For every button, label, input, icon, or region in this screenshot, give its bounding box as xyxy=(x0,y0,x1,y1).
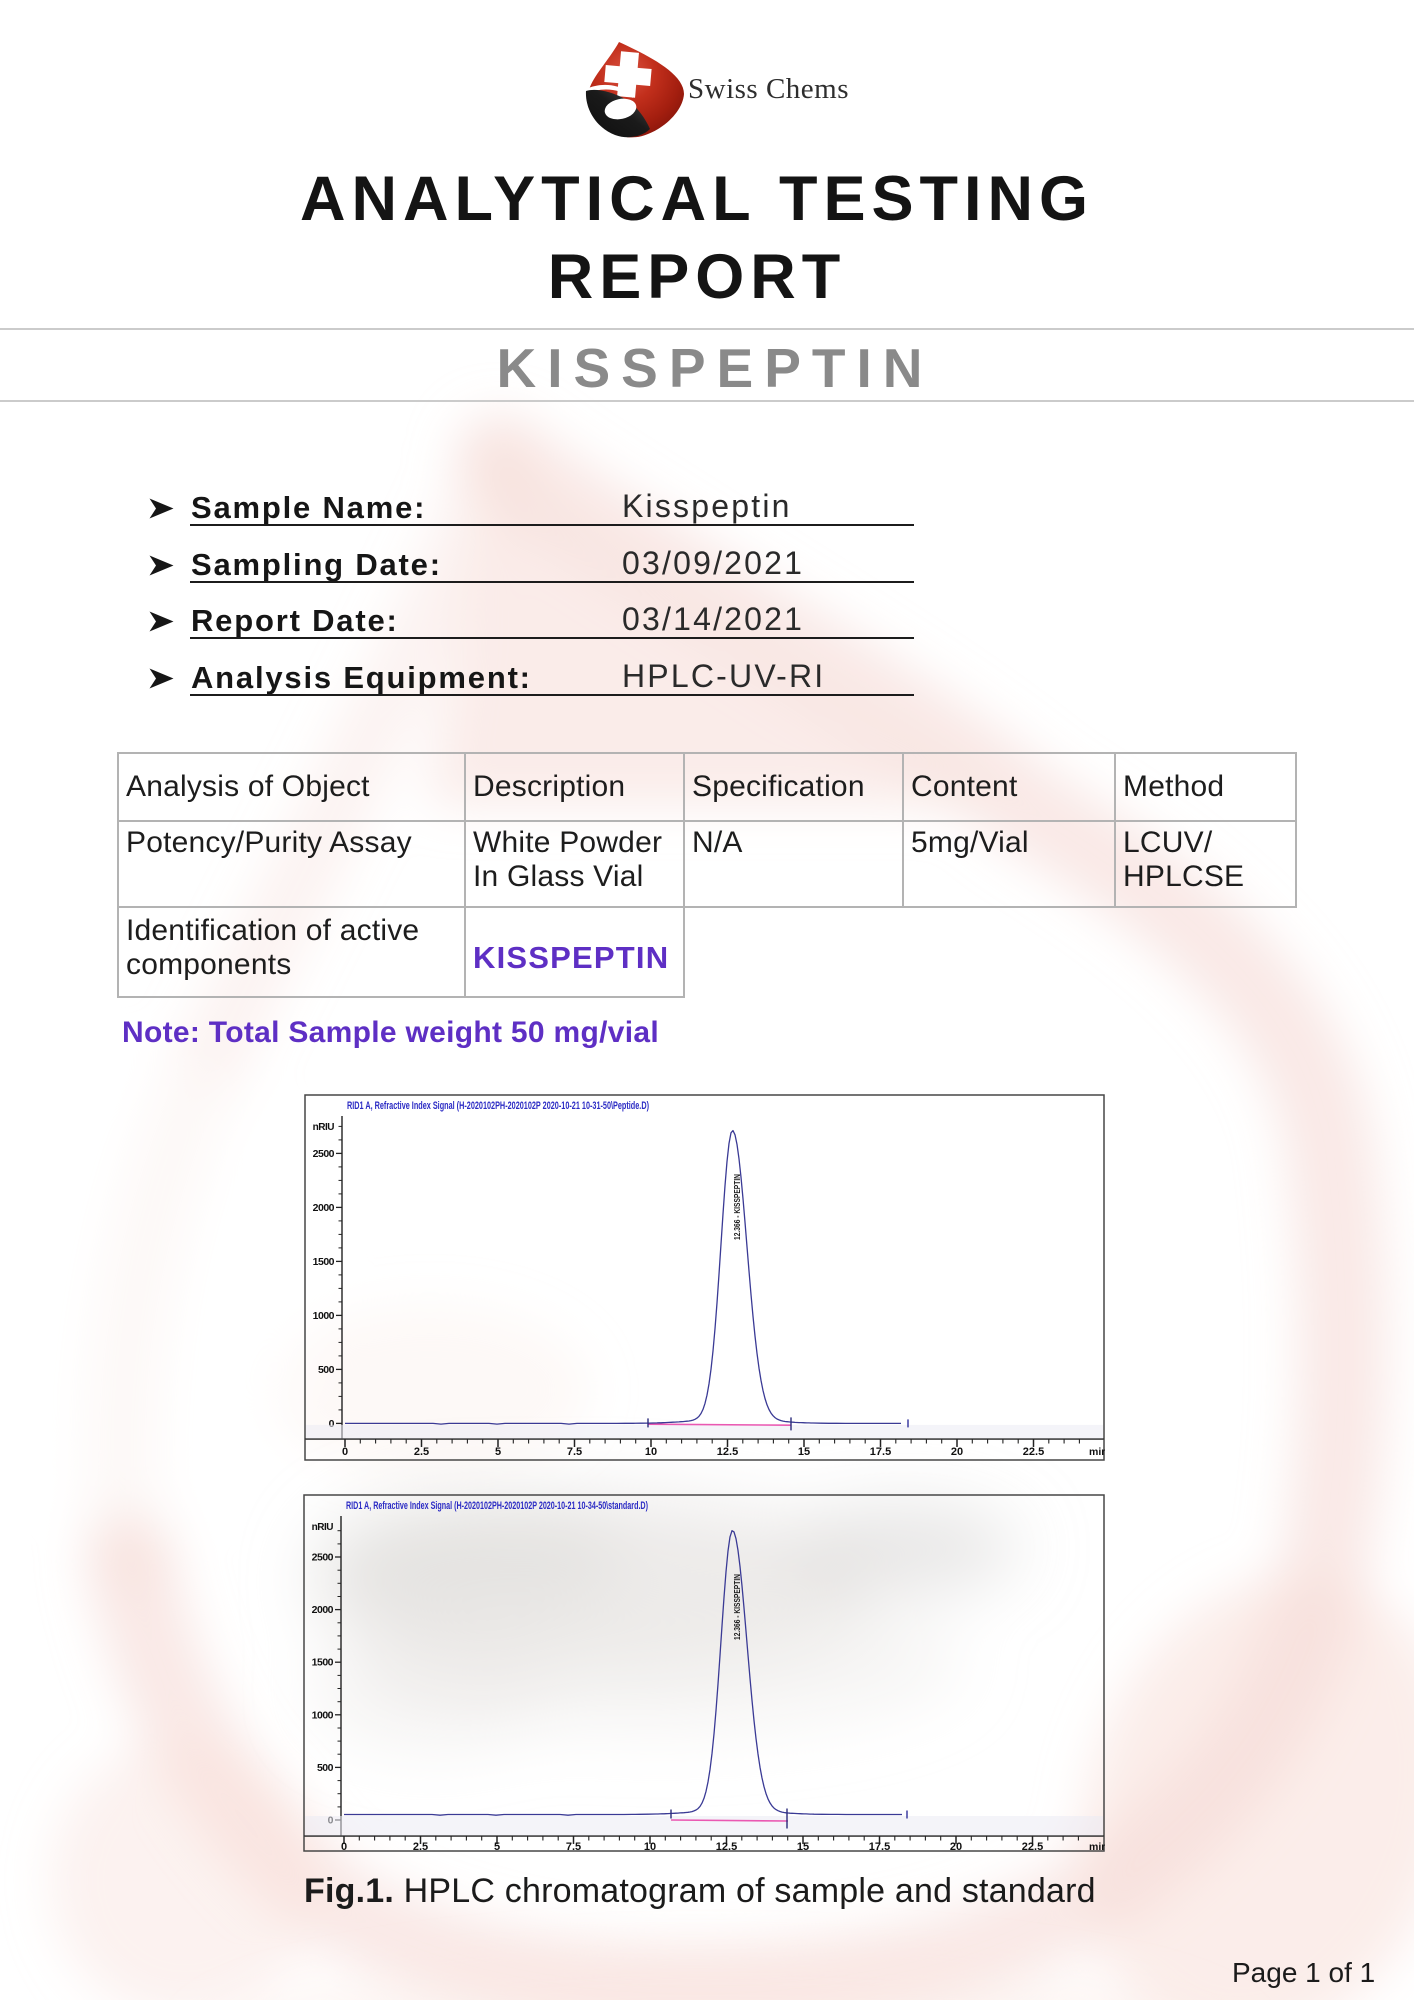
svg-text:0: 0 xyxy=(329,1418,335,1430)
svg-text:20: 20 xyxy=(950,1841,962,1852)
svg-text:7.5: 7.5 xyxy=(567,1446,582,1458)
svg-text:2.5: 2.5 xyxy=(413,1841,428,1852)
svg-text:2.5: 2.5 xyxy=(414,1446,429,1458)
svg-text:min: min xyxy=(1089,1841,1105,1852)
svg-text:2500: 2500 xyxy=(312,1552,334,1564)
svg-text:1000: 1000 xyxy=(312,1709,334,1721)
svg-text:1000: 1000 xyxy=(313,1310,335,1322)
svg-text:0: 0 xyxy=(342,1446,348,1458)
svg-text:1500: 1500 xyxy=(312,1657,334,1669)
svg-text:RID1 A, Refractive Index Signa: RID1 A, Refractive Index Signal (H-20201… xyxy=(347,1100,649,1112)
svg-text:5: 5 xyxy=(494,1841,500,1852)
svg-text:10: 10 xyxy=(645,1446,657,1458)
svg-text:2000: 2000 xyxy=(312,1604,334,1616)
svg-text:nRIU: nRIU xyxy=(312,1522,334,1533)
svg-text:2500: 2500 xyxy=(313,1148,335,1160)
svg-text:20: 20 xyxy=(951,1446,963,1458)
svg-text:15: 15 xyxy=(797,1841,809,1852)
svg-text:500: 500 xyxy=(318,1364,335,1376)
svg-text:min: min xyxy=(1089,1446,1105,1458)
svg-text:22.5: 22.5 xyxy=(1022,1841,1043,1852)
svg-text:RID1 A, Refractive Index Signa: RID1 A, Refractive Index Signal (H-20201… xyxy=(346,1500,648,1512)
svg-text:1500: 1500 xyxy=(313,1256,335,1268)
svg-text:5: 5 xyxy=(495,1446,501,1458)
svg-text:12.366 - KISSPEPTIN: 12.366 - KISSPEPTIN xyxy=(732,1574,742,1640)
svg-text:10: 10 xyxy=(644,1841,656,1852)
svg-text:17.5: 17.5 xyxy=(869,1841,890,1852)
svg-text:22.5: 22.5 xyxy=(1023,1446,1044,1458)
svg-text:500: 500 xyxy=(317,1762,334,1774)
svg-text:12.5: 12.5 xyxy=(717,1446,738,1458)
svg-text:0: 0 xyxy=(341,1841,347,1852)
svg-text:12.366 - KISSPEPTIN: 12.366 - KISSPEPTIN xyxy=(732,1174,742,1240)
svg-text:17.5: 17.5 xyxy=(870,1446,891,1458)
svg-text:2000: 2000 xyxy=(313,1202,335,1214)
svg-text:12.5: 12.5 xyxy=(716,1841,737,1852)
svg-text:nRIU: nRIU xyxy=(313,1122,335,1133)
svg-text:15: 15 xyxy=(798,1446,810,1458)
svg-text:7.5: 7.5 xyxy=(566,1841,581,1852)
